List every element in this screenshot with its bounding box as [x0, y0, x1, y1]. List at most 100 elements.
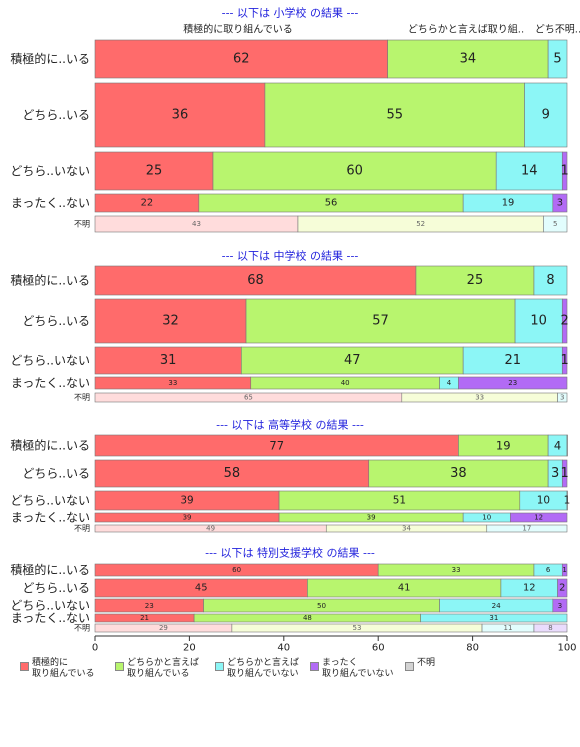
- bar-value-label: 48: [303, 614, 312, 622]
- bar-value-label: 8: [546, 273, 554, 288]
- bar-value-label: 14: [521, 164, 538, 179]
- bar-segment: [561, 151, 568, 191]
- bar-value-label: 39: [180, 495, 193, 507]
- row-label: 不明: [74, 524, 90, 533]
- bar-value-label: 56: [325, 198, 338, 209]
- bar-value-label: 3: [557, 198, 563, 209]
- bar-value-label: 47: [344, 353, 361, 368]
- bar-value-label: 3: [560, 394, 564, 402]
- legend-label: どちらかと言えば 取り組んでいない: [227, 658, 300, 679]
- bar-value-label: 39: [183, 514, 192, 522]
- row-label: まったく..ない: [11, 376, 90, 390]
- column-label: どちらかと言えば取り組..: [408, 23, 524, 36]
- bar-segment: [557, 392, 568, 403]
- bar-segment: [533, 623, 568, 633]
- bar-value-label: 32: [162, 314, 179, 329]
- bar-value-label: 1: [564, 495, 571, 507]
- column-label: 積極的に取り組んでいる: [183, 23, 293, 36]
- bar-segment: [510, 512, 568, 523]
- bar-value-label: 10: [530, 314, 547, 329]
- bar-value-label: 33: [475, 394, 484, 402]
- legend: 積極的に 取り組んでいる どちらかと言えば 取り組んでいる どちらかと言えば 取…: [20, 658, 570, 684]
- bar-value-label: 36: [172, 108, 189, 123]
- bar-value-label: 57: [372, 314, 389, 329]
- row-label: 不明: [74, 393, 90, 402]
- bar-value-label: 62: [233, 52, 250, 67]
- bar-value-label: 40: [341, 379, 350, 387]
- x-tick-label: 20: [183, 643, 196, 654]
- legend-swatch-5: [405, 662, 414, 671]
- bar-value-label: 38: [450, 466, 467, 481]
- bar-value-label: 12: [534, 514, 543, 522]
- bar-value-label: 29: [159, 624, 168, 632]
- bar-segment: [368, 459, 549, 488]
- bar-segment: [212, 151, 497, 191]
- bar-value-label: 10: [482, 514, 491, 522]
- bar-segment: [94, 346, 242, 375]
- bar-segment: [264, 82, 525, 148]
- x-tick-label: 80: [466, 643, 479, 654]
- legend-swatch-4: [310, 662, 319, 671]
- bar-segment: [547, 39, 568, 79]
- bar-segment: [524, 82, 568, 148]
- bar-value-label: 17: [522, 525, 531, 533]
- bar-value-label: 60: [232, 566, 241, 574]
- bar-value-label: 53: [352, 624, 361, 632]
- bar-segment: [241, 346, 464, 375]
- column-label: どち..: [535, 24, 561, 36]
- bar-segment: [557, 578, 568, 598]
- bar-value-label: 33: [168, 379, 177, 387]
- row-label: どちら..いない: [10, 599, 90, 613]
- row-label: まったく..ない: [11, 511, 90, 525]
- bar-value-label: 23: [145, 601, 154, 610]
- bar-value-label: 51: [393, 495, 406, 507]
- bar-value-label: 3: [551, 466, 559, 481]
- bar-value-label: 1: [560, 466, 568, 481]
- bar-value-label: 8: [548, 624, 552, 632]
- bar-value-label: 10: [537, 495, 550, 507]
- bar-segment: [552, 598, 568, 613]
- bar-segment: [543, 215, 568, 233]
- bar-segment: [420, 613, 568, 623]
- row-label: どちら..いない: [10, 164, 90, 178]
- bar-value-label: 12: [523, 583, 536, 594]
- bar-value-label: 68: [247, 273, 264, 288]
- row-label: どちら..いる: [22, 108, 90, 122]
- row-label: どちら..いる: [22, 314, 90, 328]
- panel-title: --- 以下は 中学校 の結果 ---: [222, 249, 359, 263]
- bar-value-label: 1: [560, 164, 568, 179]
- x-tick-label: 100: [557, 643, 576, 654]
- legend-label: どちらかと言えば 取り組んでいる: [127, 658, 200, 679]
- bar-value-label: 22: [141, 198, 154, 209]
- bar-segment: [94, 82, 266, 148]
- bar-segment: [566, 490, 568, 511]
- panel-title: --- 以下は 特別支援学校 の結果 ---: [205, 546, 375, 560]
- bar-segment: [561, 346, 568, 375]
- bar-value-label: 55: [386, 108, 403, 123]
- bar-value-label: 33: [452, 566, 461, 574]
- x-tick-label: 40: [277, 643, 290, 654]
- row-label: まったく..ない: [11, 196, 90, 210]
- bar-value-label: 9: [542, 108, 550, 123]
- bar-value-label: 6: [546, 566, 551, 574]
- legend-swatch-2: [115, 662, 124, 671]
- row-label: どちら..いる: [22, 581, 90, 595]
- row-label: 積極的に..いる: [10, 273, 90, 288]
- bar-value-label: 31: [160, 353, 177, 368]
- bar-segment: [495, 151, 563, 191]
- bar-value-label: 39: [367, 514, 376, 522]
- row-label: 積極的に..いる: [10, 51, 90, 66]
- bar-segment: [514, 298, 563, 344]
- bar-segment: [94, 265, 417, 296]
- column-label: 不明..: [555, 24, 580, 36]
- legend-swatch-1: [20, 662, 29, 671]
- legend-label: まったく 取り組んでいない: [322, 658, 394, 679]
- bar-segment: [94, 151, 214, 191]
- bar-value-label: 5: [553, 220, 557, 228]
- bar-segment: [561, 563, 568, 577]
- x-tick-label: 0: [92, 643, 98, 654]
- bar-value-label: 1: [562, 566, 566, 574]
- row-label: 不明: [74, 624, 90, 633]
- bar-segment: [94, 298, 247, 344]
- bar-value-label: 21: [140, 614, 149, 622]
